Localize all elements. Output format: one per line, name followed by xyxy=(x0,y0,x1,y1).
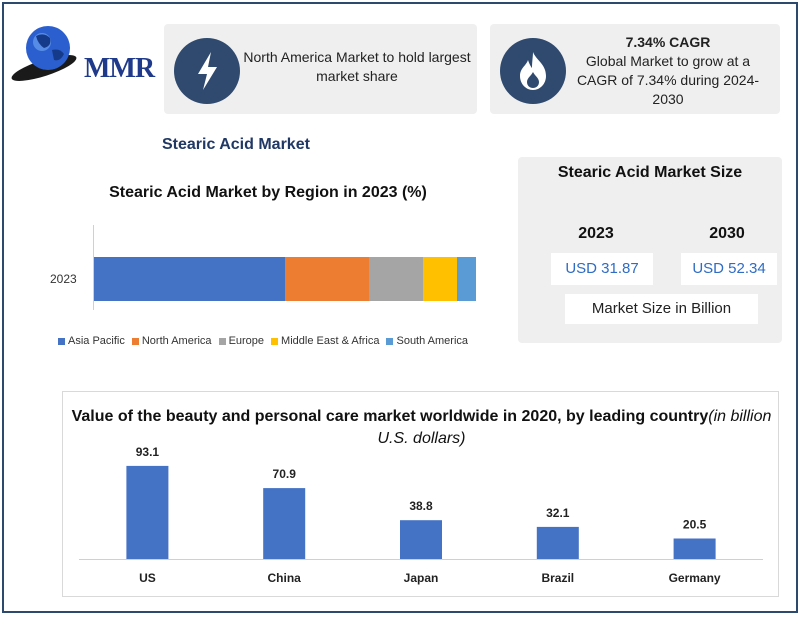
category-label-japan: Japan xyxy=(404,571,439,585)
region-segment-asia-pacific xyxy=(94,257,285,301)
market-size-note: Market Size in Billion xyxy=(565,294,758,324)
region-segment-south-america xyxy=(456,257,476,301)
market-size-value-2023: USD 31.87 xyxy=(551,253,653,285)
legend-swatch xyxy=(386,337,394,345)
cagr-card: 7.34% CAGR Global Market to grow at a CA… xyxy=(490,24,780,114)
bar-value-label-brazil: 32.1 xyxy=(546,506,570,520)
flame-icon xyxy=(500,38,566,104)
legend-label: Europe xyxy=(228,335,265,347)
bar-value-label-us: 93.1 xyxy=(136,445,160,459)
country-chart-subtitle: (in billion U.S. dollars) xyxy=(377,408,772,447)
legend-swatch xyxy=(58,337,65,345)
market-size-panel: Stearic Acid Market Size 2023 2030 USD 3… xyxy=(518,157,782,343)
bar-value-label-germany: 20.5 xyxy=(683,518,707,532)
bar-us xyxy=(126,465,169,559)
category-label-germany: Germany xyxy=(669,571,721,585)
lightning-icon xyxy=(174,38,240,104)
legend-swatch xyxy=(218,337,226,345)
globe-icon xyxy=(11,26,77,81)
bar-china xyxy=(263,488,306,559)
cagr-text-block: 7.34% CAGR Global Market to grow at a CA… xyxy=(568,33,768,109)
regional-share-text: North America Market to hold largest mar… xyxy=(243,49,471,84)
bar-value-label-china: 70.9 xyxy=(273,467,297,481)
section-title: Stearic Acid Market xyxy=(162,136,310,153)
region-segment-middle-east-africa xyxy=(422,257,457,301)
region-segment-europe xyxy=(369,257,423,301)
legend-swatch xyxy=(271,337,279,345)
country-chart-title: Value of the beauty and personal care ma… xyxy=(71,408,709,425)
region-chart-axis xyxy=(93,225,94,310)
cagr-title: 7.34% CAGR xyxy=(625,34,711,50)
region-segment-north-america xyxy=(285,257,370,301)
legend-item-middle-east-africa: Middle East & Africa xyxy=(271,335,379,347)
legend-label: North America xyxy=(141,335,212,347)
legend-item-south-america: South America xyxy=(386,335,468,347)
country-bar-chart: 93.1 US 70.9 China 38.8 Japan 32.1 Brazil 20.5 Ge… xyxy=(79,445,763,585)
market-size-year-2023: 2023 xyxy=(578,225,614,242)
bar-japan xyxy=(400,520,442,559)
region-chart-category-label: 2023 xyxy=(50,272,77,286)
legend-item-europe: Europe xyxy=(218,335,265,347)
market-size-year-2030: 2030 xyxy=(709,225,745,242)
logo-text: MMR xyxy=(84,53,155,84)
cagr-text: Global Market to grow at a CAGR of 7.34%… xyxy=(576,53,760,107)
region-stacked-bar xyxy=(94,257,476,301)
region-chart-legend: Asia Pacific North America Europe Middle Ea… xyxy=(58,335,475,347)
bar-germany xyxy=(673,538,716,559)
bar-value-label-japan: 38.8 xyxy=(409,499,433,513)
category-label-china: China xyxy=(268,571,302,585)
region-chart-title: Stearic Acid Market by Region in 2023 (%… xyxy=(109,184,427,201)
market-size-value-2030: USD 52.34 xyxy=(681,253,777,285)
mmr-logo: MMR xyxy=(8,22,158,86)
category-label-us: US xyxy=(139,571,156,585)
market-size-title: Stearic Acid Market Size xyxy=(557,164,743,181)
legend-item-asia-pacific: Asia Pacific xyxy=(58,335,125,347)
legend-item-north-america: North America xyxy=(131,335,212,347)
category-label-brazil: Brazil xyxy=(541,571,574,585)
bar-brazil xyxy=(536,526,579,559)
regional-share-card: North America Market to hold largest mar… xyxy=(164,24,477,114)
legend-swatch xyxy=(131,337,139,345)
legend-label: Asia Pacific xyxy=(68,335,125,347)
country-chart-box: Value of the beauty and personal care ma… xyxy=(62,391,779,597)
legend-label: South America xyxy=(396,335,469,347)
country-chart-title-block: Value of the beauty and personal care ma… xyxy=(63,406,780,450)
legend-label: Middle East & Africa xyxy=(281,335,380,347)
